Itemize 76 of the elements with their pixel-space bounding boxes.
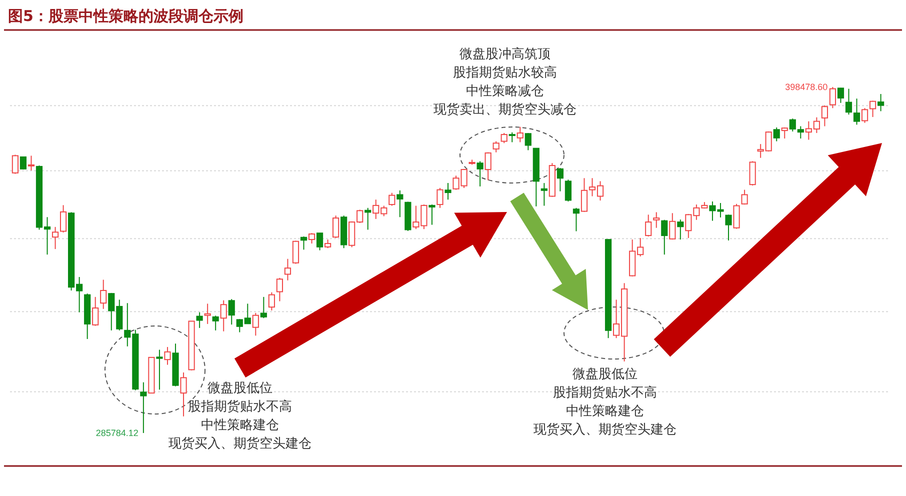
chart-title: 图5：股票中性策略的波段调仓示例 — [8, 7, 244, 25]
candlestick — [156, 349, 163, 390]
candlestick — [268, 292, 275, 311]
candlestick — [180, 372, 187, 417]
candlestick — [276, 277, 283, 302]
candlestick — [516, 126, 524, 143]
candlestick — [500, 132, 508, 144]
candlestick — [204, 303, 211, 324]
candlestick — [524, 132, 532, 151]
text: 股指期货贴水较高 — [453, 64, 557, 80]
candlestick — [556, 167, 564, 192]
candlestick — [540, 182, 548, 206]
candlestick — [28, 155, 35, 171]
annotation: 股指期货贴水不高 — [188, 398, 292, 414]
candlestick — [140, 382, 147, 434]
annotation: 中性策略建仓 — [201, 418, 279, 433]
candlestick — [12, 154, 19, 174]
candlestick — [492, 140, 500, 153]
candlestick — [308, 232, 316, 244]
candlestick — [364, 207, 372, 230]
candlestick — [773, 126, 780, 142]
candlestick — [444, 182, 452, 200]
annotation: 现货买入、期货空头建仓 — [534, 422, 676, 438]
annotation: 股指期货贴水不高 — [553, 384, 657, 400]
candlestick — [749, 160, 756, 186]
annotation: 中性策略减仓 — [466, 84, 544, 99]
candlestick — [869, 100, 876, 118]
candlestick — [677, 219, 684, 240]
candlestick — [388, 192, 396, 206]
candlestick — [845, 88, 852, 116]
candlestick — [725, 214, 732, 241]
candlestick — [436, 187, 444, 208]
candlestick — [821, 104, 828, 127]
candlestick — [428, 204, 436, 226]
annotation: 现货卖出、期货空头减仓 — [434, 102, 576, 118]
candlestick — [572, 207, 580, 232]
annotation: 微盘股低位 — [208, 381, 272, 396]
candlestick — [733, 203, 740, 230]
candlestick — [92, 296, 99, 326]
candlestick — [52, 226, 59, 250]
candlestick — [861, 108, 868, 124]
candlestick — [316, 232, 324, 251]
candlestick — [741, 189, 748, 206]
candlestick — [164, 346, 171, 366]
candlestick — [60, 204, 67, 233]
candlestick — [829, 86, 836, 109]
candlestick — [196, 312, 203, 328]
candlestick — [669, 212, 676, 240]
candlestick — [228, 298, 235, 326]
candlestick — [292, 240, 300, 264]
candlestick — [20, 156, 27, 170]
annotation: 398478.60 — [785, 82, 828, 92]
candlestick — [661, 219, 668, 256]
annotation: 285784.12 — [96, 428, 138, 438]
candlestick — [252, 312, 259, 336]
text: 现货买入、期货空头建仓 — [168, 436, 312, 452]
candlestick — [212, 315, 219, 331]
candlestick — [645, 214, 652, 237]
candlestick — [396, 190, 404, 218]
candlestick — [100, 279, 107, 310]
candlestick — [484, 152, 492, 181]
candlestick — [332, 215, 340, 238]
candlestick — [284, 258, 292, 281]
candlestick — [220, 300, 227, 332]
candlestick — [476, 160, 484, 187]
candlestick — [853, 98, 860, 126]
candlestick — [653, 212, 660, 228]
candlestick — [877, 93, 884, 112]
text: 微盘股冲高筑顶 — [460, 46, 550, 62]
candlestick — [508, 132, 516, 143]
annotation: 微盘股低位 — [572, 367, 638, 382]
candlestick — [260, 296, 267, 319]
annotation: 中性策略建仓 — [566, 404, 644, 419]
candlestick — [837, 87, 844, 104]
candlestick — [564, 179, 572, 202]
candlestick — [300, 236, 308, 250]
